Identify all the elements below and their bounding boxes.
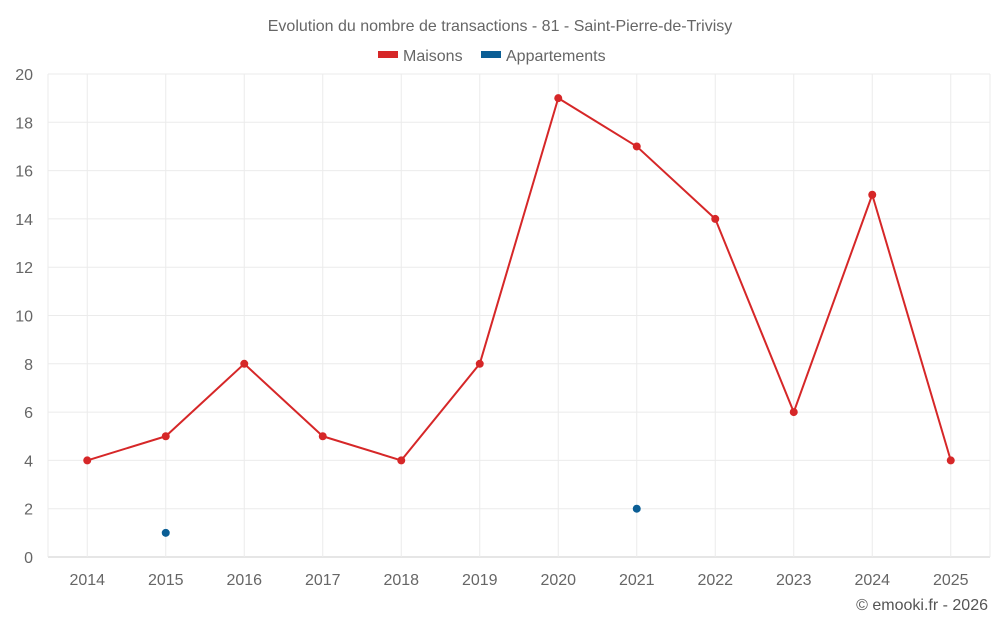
data-point-maisons-2025[interactable]	[946, 456, 955, 465]
data-point-maisons-2021[interactable]	[632, 142, 641, 151]
data-point-maisons-2019[interactable]	[475, 359, 484, 368]
series-line-maisons-2015-2016	[164, 362, 246, 438]
y-tick-label-0: 0	[24, 550, 33, 567]
y-tick-label-18: 18	[15, 115, 33, 132]
data-point-maisons-2022[interactable]	[711, 214, 720, 223]
x-tick-label-2022: 2022	[697, 572, 733, 589]
data-point-maisons-2017[interactable]	[318, 432, 327, 441]
series-line-maisons-2023-2024	[792, 193, 874, 414]
y-tick-label-10: 10	[15, 309, 33, 326]
y-tick-label-12: 12	[15, 260, 33, 277]
x-tick-label-2020: 2020	[540, 572, 576, 589]
y-tick-label-16: 16	[15, 164, 33, 181]
x-tick-label-2023: 2023	[776, 572, 812, 589]
x-tick-label-2016: 2016	[226, 572, 262, 589]
y-axis-ticks: 0 2 4 6 8 10 12 14 16 18 20	[15, 67, 33, 567]
y-tick-label-4: 4	[24, 453, 33, 470]
x-tick-label-2025: 2025	[933, 572, 969, 589]
series-layer	[83, 94, 955, 537]
data-point-maisons-2018[interactable]	[397, 456, 406, 465]
legend-label-appartements[interactable]: Appartements	[506, 48, 606, 65]
legend-label-maisons[interactable]: Maisons	[403, 48, 463, 65]
legend-swatch-appartements	[481, 51, 501, 58]
series-line-maisons-2021-2022	[635, 145, 717, 220]
data-point-maisons-2020[interactable]	[554, 94, 563, 103]
y-tick-label-8: 8	[24, 357, 33, 374]
series-line-maisons-2024-2025	[871, 193, 952, 462]
x-tick-label-2021: 2021	[619, 572, 655, 589]
x-tick-label-2017: 2017	[305, 572, 341, 589]
series-line-maisons-2019-2020	[478, 97, 560, 365]
series-line-maisons-2018-2019	[400, 362, 481, 462]
data-point-maisons-2015[interactable]	[161, 432, 170, 441]
data-point-maisons-2014[interactable]	[83, 456, 92, 465]
gridlines	[47, 73, 991, 558]
series-line-maisons-2022-2023	[714, 217, 795, 414]
legend: Maisons Appartements	[378, 48, 606, 65]
x-axis-ticks: 2014 2015 2016 2017 2018 2019 2020 2021 2022 2023…	[69, 572, 968, 589]
x-tick-label-2014: 2014	[69, 572, 105, 589]
y-tick-label-14: 14	[15, 212, 33, 229]
series-line-maisons-2017-2018	[321, 435, 403, 462]
legend-swatch-maisons	[378, 51, 398, 58]
chart-title: Evolution du nombre de transactions - 81…	[268, 18, 733, 35]
data-point-appartements-2021[interactable]	[632, 504, 641, 513]
data-point-maisons-2016[interactable]	[240, 359, 249, 368]
x-tick-label-2018: 2018	[383, 572, 419, 589]
series-line-maisons-2014-2015	[86, 435, 167, 462]
data-point-appartements-2015[interactable]	[161, 528, 170, 537]
data-point-maisons-2023[interactable]	[789, 408, 798, 417]
x-tick-label-2015: 2015	[148, 572, 184, 589]
series-line-maisons-2016-2017	[243, 362, 324, 438]
x-tick-label-2024: 2024	[854, 572, 890, 589]
y-tick-label-2: 2	[24, 502, 33, 519]
credit-text: © emooki.fr - 2026	[856, 597, 988, 614]
series-line-maisons-2020-2021	[557, 97, 638, 148]
y-tick-label-6: 6	[24, 405, 33, 422]
y-tick-label-20: 20	[15, 67, 33, 84]
x-tick-label-2019: 2019	[462, 572, 498, 589]
data-point-maisons-2024[interactable]	[868, 190, 877, 199]
